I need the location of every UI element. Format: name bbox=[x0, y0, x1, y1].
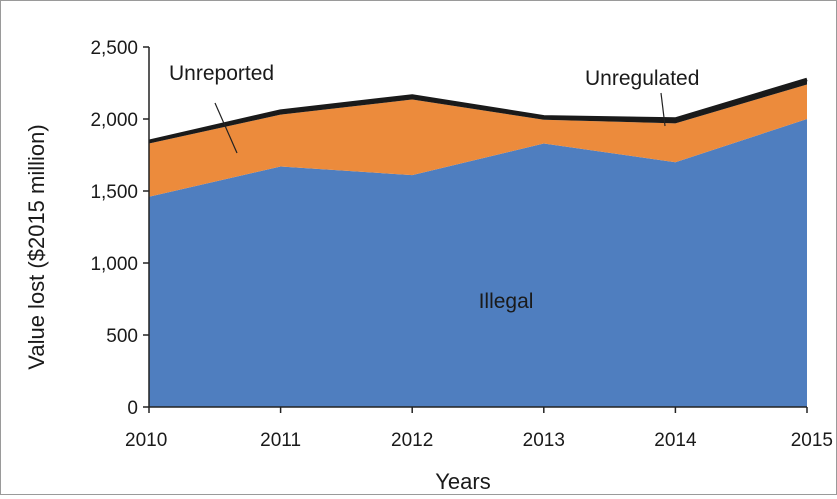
x-tick-label: 2013 bbox=[523, 430, 565, 451]
x-tick-label: 2010 bbox=[125, 430, 167, 451]
y-tick-label: 1,500 bbox=[90, 182, 138, 203]
annotation-unreported: Unreported bbox=[169, 62, 274, 85]
series-area-unreported bbox=[149, 84, 807, 197]
callout-unreported bbox=[214, 102, 238, 154]
y-tick-label: 500 bbox=[106, 326, 138, 347]
annotation-illegal: Illegal bbox=[479, 290, 534, 313]
y-tick-label: 0 bbox=[127, 398, 138, 419]
labels-layer: 0 500 1,000 1,500 2,000 2,500 2010 2011 2012 2013… bbox=[90, 38, 833, 451]
series-area-illegal bbox=[149, 119, 807, 407]
annotation-unregulated: Unregulated bbox=[585, 67, 699, 90]
callout-unregulated bbox=[660, 92, 666, 127]
y-axis-title: Value lost ($2015 million) bbox=[24, 124, 49, 369]
x-axis-title: Years bbox=[435, 469, 490, 494]
y-tick-label: 1,000 bbox=[90, 254, 138, 275]
y-tick-label: 2,500 bbox=[90, 38, 138, 59]
y-tick-label: 2,000 bbox=[90, 110, 138, 131]
axes-layer bbox=[143, 46, 808, 413]
x-tick-label: 2014 bbox=[654, 430, 697, 451]
x-tick-label: 2015 bbox=[791, 430, 833, 451]
x-tick-label: 2012 bbox=[391, 430, 433, 451]
series-line-unregulated bbox=[148, 77, 808, 144]
areas-layer bbox=[148, 77, 808, 407]
x-tick-label: 2011 bbox=[260, 430, 301, 451]
